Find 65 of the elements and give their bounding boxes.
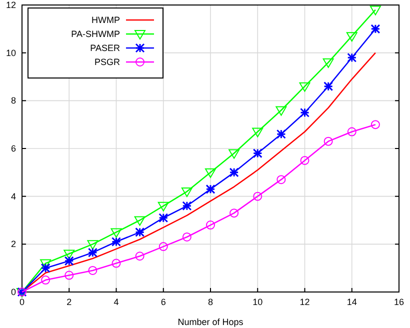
x-tick-label: 16 (394, 297, 404, 307)
point (134, 216, 146, 226)
point (158, 242, 168, 252)
point (347, 127, 356, 136)
point (276, 129, 286, 139)
point (370, 24, 380, 34)
point (135, 252, 144, 261)
y-tick-label: 0 (10, 287, 16, 297)
x-tick-label: 8 (208, 297, 214, 307)
y-tick-label: 2 (10, 239, 16, 250)
y-tick-label: 12 (6, 0, 16, 10)
point (300, 156, 310, 165)
point (228, 149, 240, 159)
point (64, 250, 75, 260)
point (300, 108, 310, 118)
point (230, 208, 239, 218)
point (110, 228, 122, 238)
legend-label: PSGR (94, 57, 120, 67)
point (182, 201, 192, 211)
point (206, 184, 216, 194)
y-tick-label: 6 (10, 144, 16, 154)
x-tick-label: 2 (66, 297, 72, 307)
point (88, 248, 98, 258)
x-tick-label: 10 (252, 297, 263, 307)
point (370, 6, 381, 16)
y-tick-label: 10 (6, 48, 16, 58)
x-tick-label: 14 (346, 297, 357, 307)
point (87, 240, 98, 250)
point (64, 256, 74, 266)
point (205, 168, 216, 178)
point (299, 82, 310, 92)
x-tick-label: 6 (160, 297, 166, 307)
x-tick-label: 0 (19, 297, 25, 307)
y-tick-label: 4 (10, 191, 16, 202)
point (324, 82, 334, 92)
point (252, 128, 264, 138)
point (182, 232, 192, 242)
point (252, 148, 262, 158)
point (88, 266, 98, 275)
point (322, 58, 334, 68)
point (158, 202, 169, 212)
point (64, 270, 74, 280)
point (324, 136, 333, 146)
point (41, 276, 50, 285)
point (370, 120, 380, 130)
point (206, 220, 215, 230)
point (135, 227, 145, 237)
x-tick-label: 4 (114, 297, 119, 307)
point (276, 106, 287, 116)
point (346, 32, 358, 42)
point (347, 52, 357, 62)
point (181, 188, 192, 198)
point (112, 258, 121, 268)
point (253, 192, 262, 201)
legend-label: HWMP (92, 15, 120, 25)
point (158, 213, 168, 223)
y-tick-label: 8 (10, 96, 16, 106)
x-tick-label: 12 (300, 297, 310, 307)
legend-label: PASER (90, 43, 120, 53)
x-axis-title: Number of Hops (178, 317, 244, 327)
point (112, 237, 121, 247)
point (229, 168, 239, 178)
legend-label: PA-SHWMP (71, 29, 120, 39)
point (40, 263, 50, 273)
point (276, 175, 286, 184)
